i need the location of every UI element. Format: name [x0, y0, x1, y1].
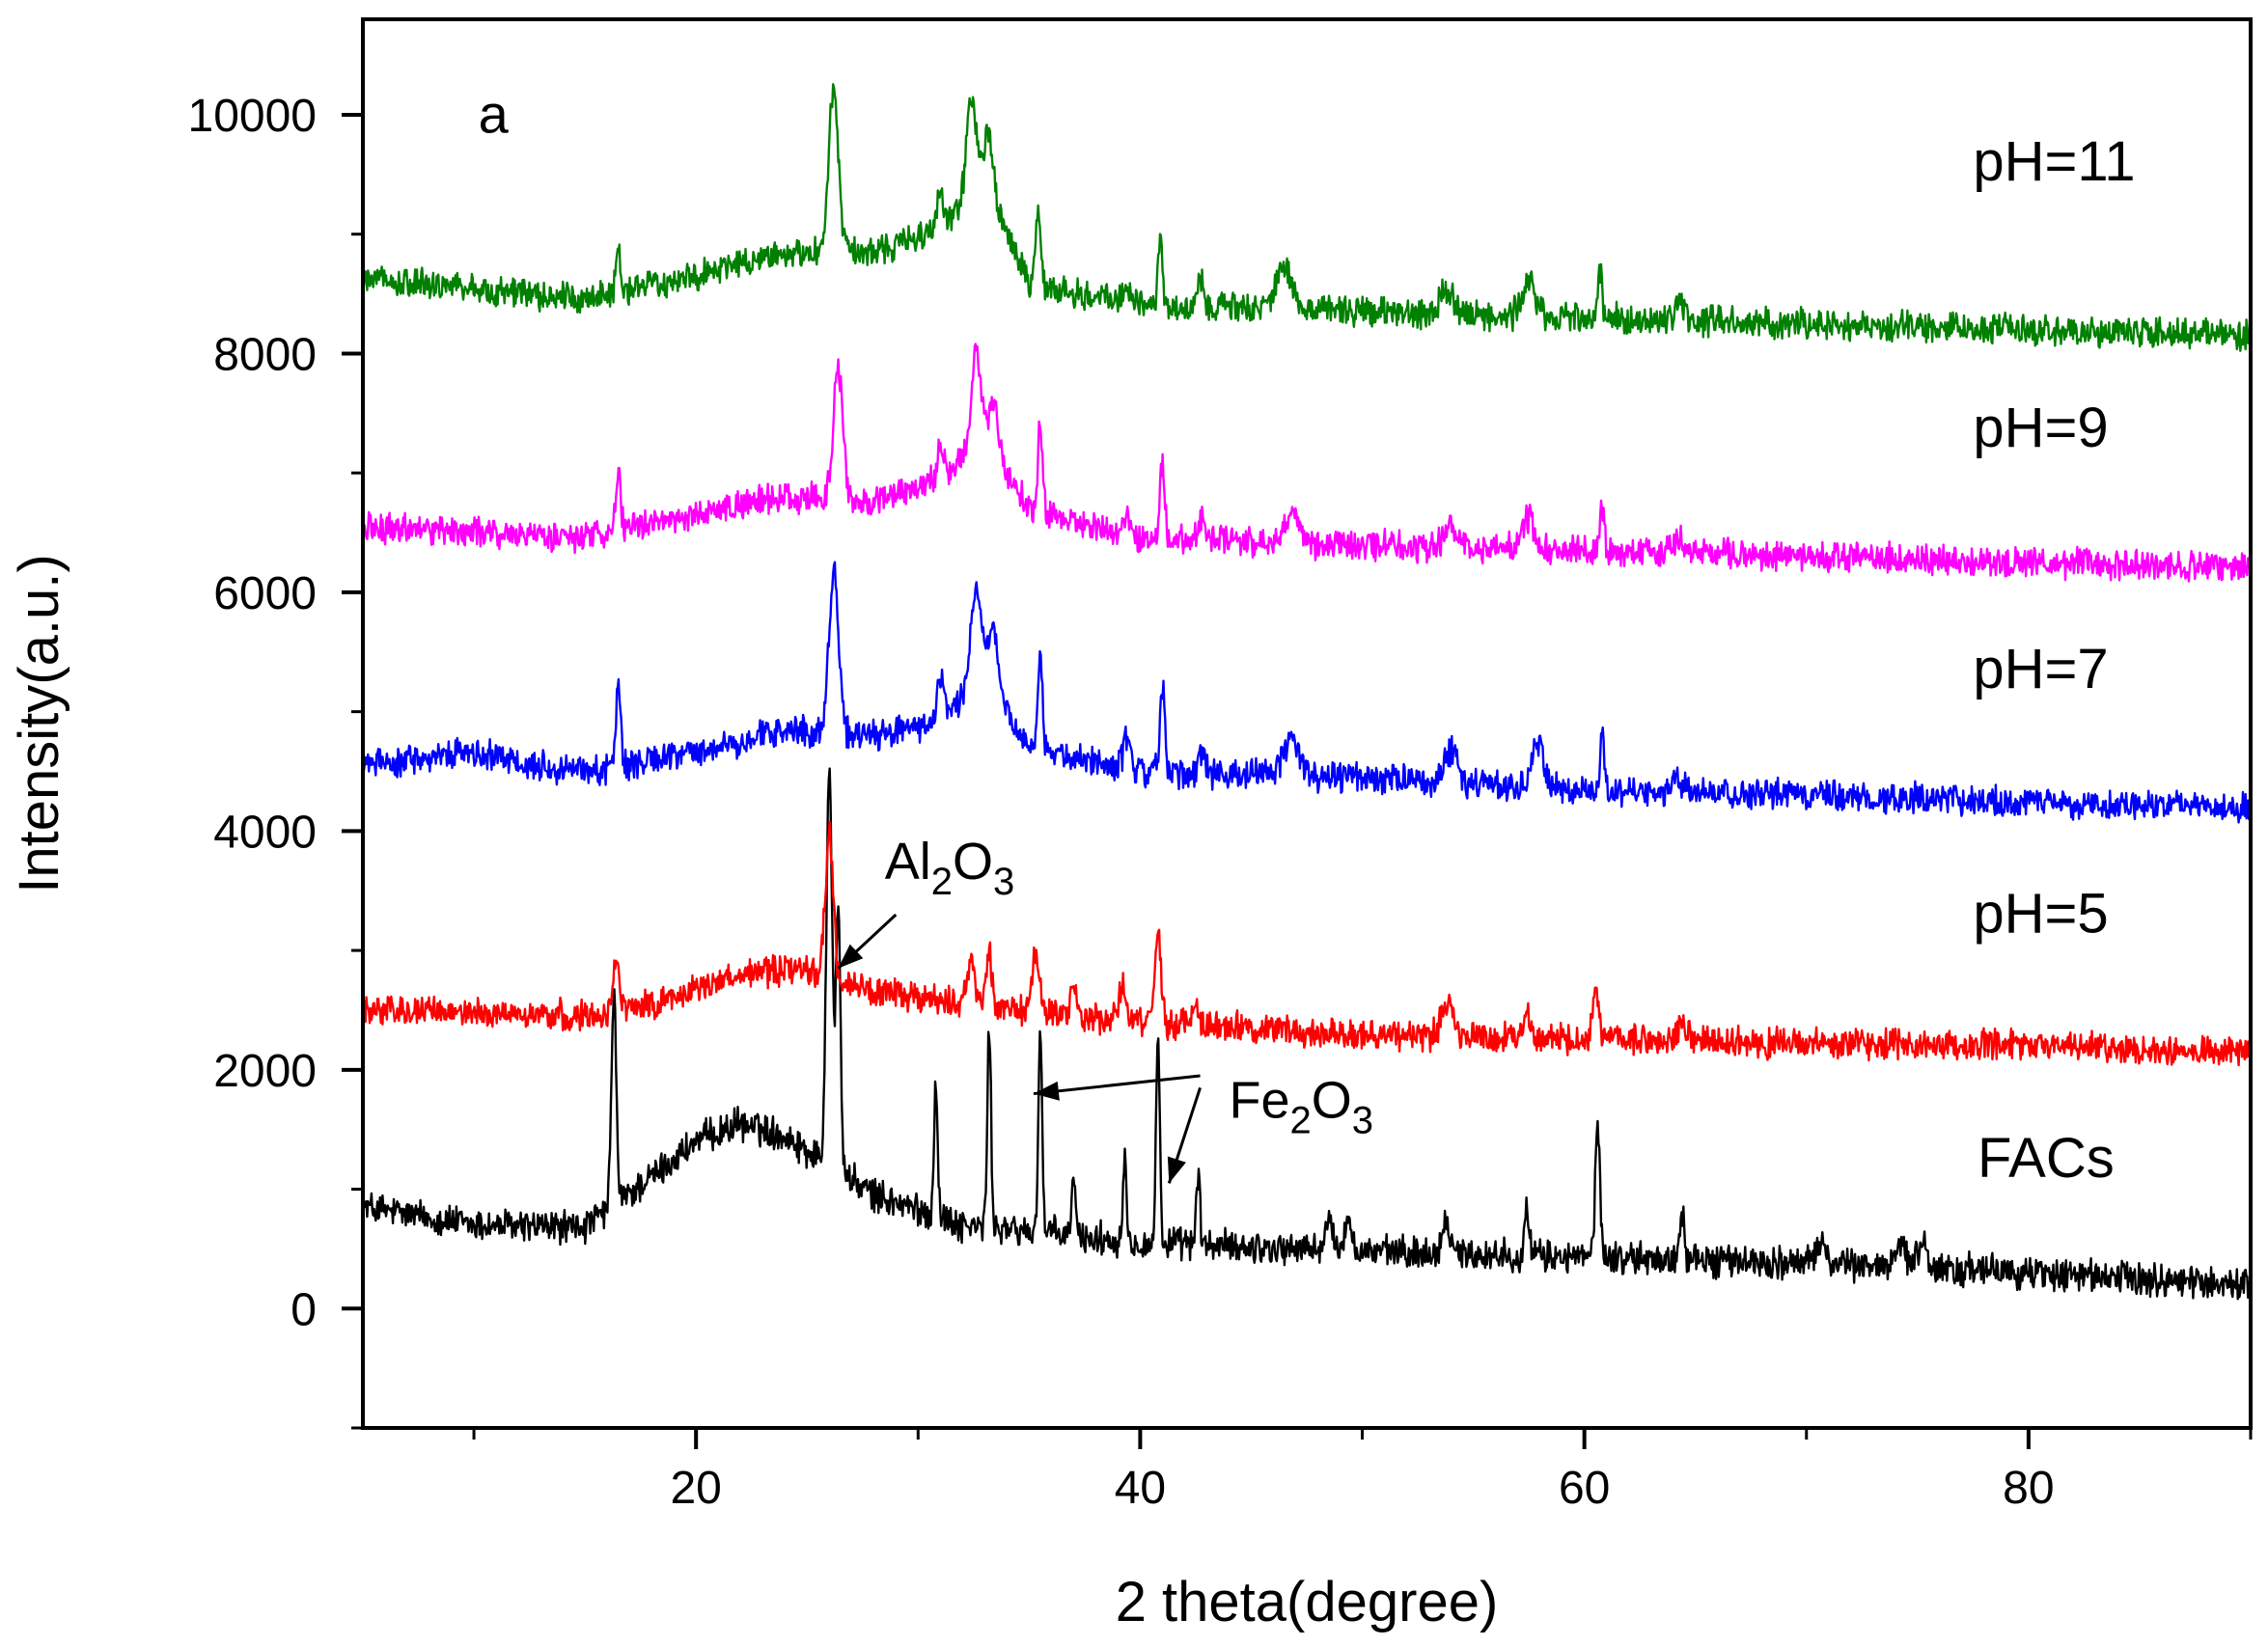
y-tick-label: 0 [290, 1284, 317, 1335]
annotation-label: Fe2O3 [1229, 1071, 1373, 1141]
series-line-4 [361, 343, 2253, 583]
y-axis-title: Intensity(a.u.) [8, 554, 70, 892]
x-axis-title: 2 theta(degree) [1116, 1571, 1499, 1633]
series-line-5 [361, 83, 2253, 352]
series-label: pH=11 [1973, 130, 2135, 193]
series-line-1 [361, 767, 2253, 1301]
annotation-arrowhead [838, 944, 864, 969]
series-label: pH=7 [1973, 638, 2108, 700]
x-tick-label: 60 [1559, 1463, 1610, 1514]
annotation-arrowhead [1167, 1156, 1186, 1184]
series-label: pH=5 [1973, 883, 2108, 946]
annotation-label: Al2O3 [885, 833, 1015, 903]
y-tick-label: 4000 [213, 807, 317, 858]
series-label: FACs [1978, 1127, 2115, 1190]
series-label: pH=9 [1973, 397, 2108, 459]
series-line-2 [361, 820, 2253, 1067]
axis-layer: 20 40 60 80 0 2000 4000 6000 8000 10000 [188, 91, 2253, 1514]
series-layer [361, 83, 2253, 1301]
y-tick-label: 8000 [213, 329, 317, 380]
y-tick-label: 6000 [213, 568, 317, 619]
plot-frame [361, 17, 2253, 1430]
x-tick-label: 40 [1115, 1463, 1166, 1514]
annotation-arrowhead [1033, 1081, 1060, 1101]
panel-label: a [479, 84, 510, 145]
y-tick-label: 10000 [188, 91, 317, 142]
x-tick-label: 80 [2003, 1463, 2054, 1514]
y-tick-label: 2000 [213, 1046, 317, 1097]
label-layer: pH=11 pH=9 pH=7 pH=5 FACs Al2O3 Fe2O3 [837, 130, 2136, 1190]
series-line-3 [361, 561, 2253, 824]
annotation-arrow [1033, 1074, 1201, 1096]
x-tick-label: 20 [670, 1463, 721, 1514]
